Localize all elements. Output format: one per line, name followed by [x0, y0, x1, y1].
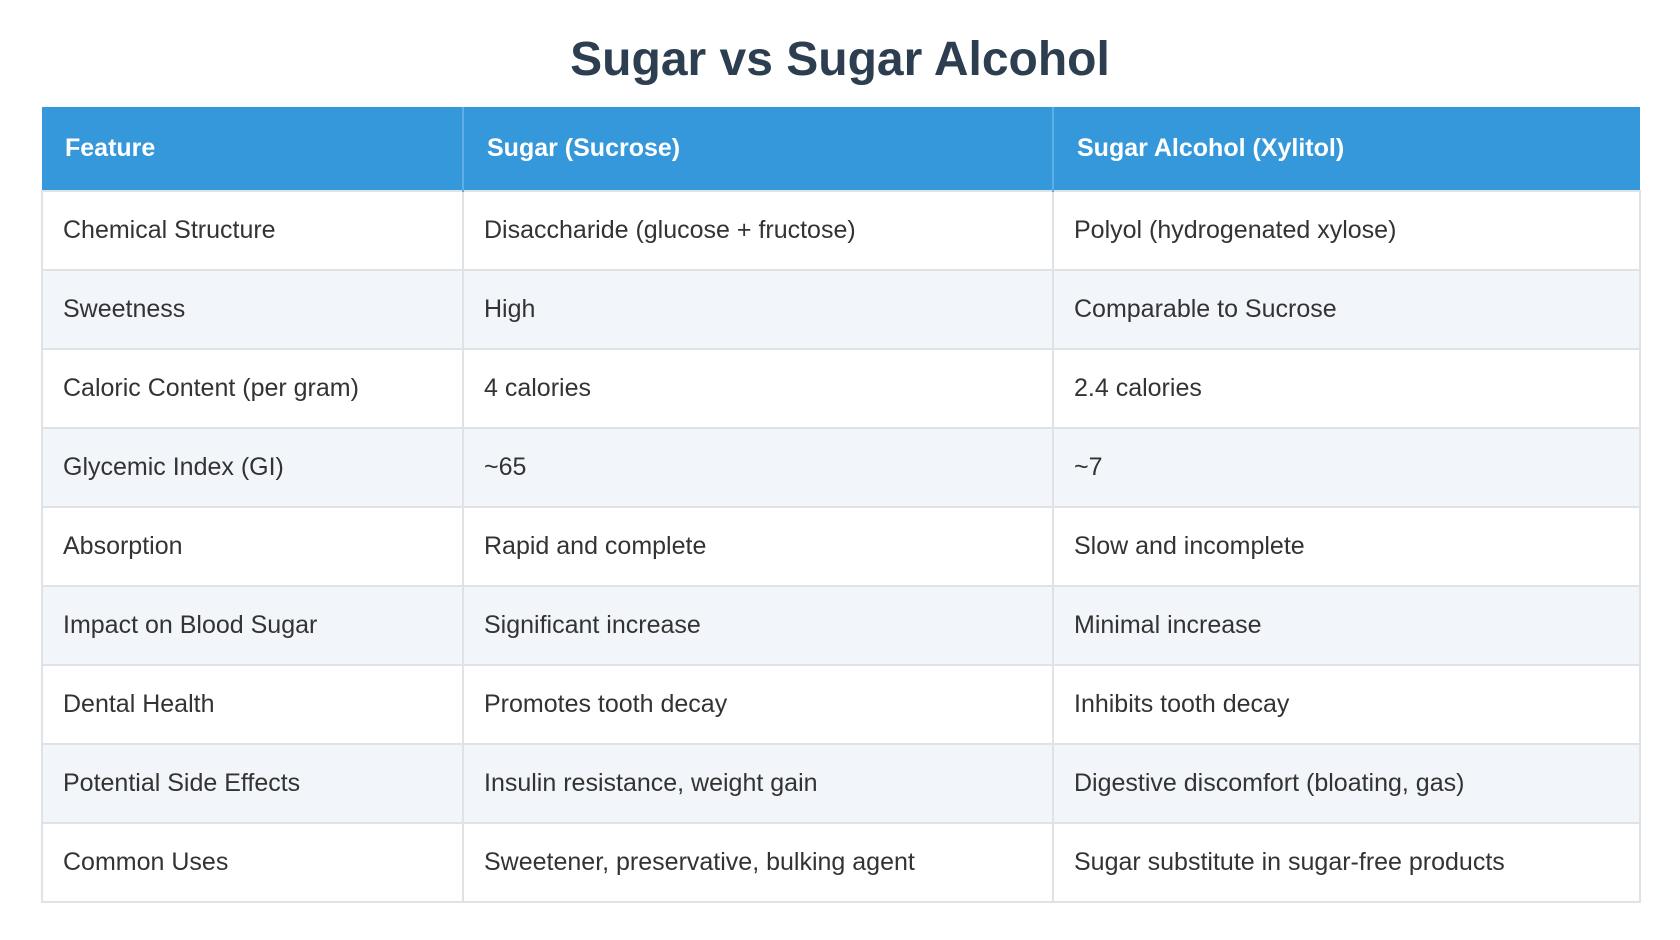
cell-feature: Glycemic Index (GI)	[41, 427, 464, 508]
cell-feature: Caloric Content (per gram)	[41, 348, 464, 429]
cell-sugar: Rapid and complete	[462, 506, 1054, 587]
cell-sugar: Promotes tooth decay	[462, 664, 1054, 745]
cell-sugar: Disaccharide (glucose + fructose)	[462, 190, 1054, 271]
header-sugar: Sugar (Sucrose)	[463, 107, 1054, 191]
cell-sugar-alcohol: Polyol (hydrogenated xylose)	[1052, 190, 1641, 271]
table-body: Chemical Structure Disaccharide (glucose…	[41, 190, 1641, 903]
table-row: Common Uses Sweetener, preservative, bul…	[41, 822, 1641, 903]
cell-feature: Sweetness	[41, 269, 464, 350]
cell-sugar-alcohol: Inhibits tooth decay	[1052, 664, 1641, 745]
cell-sugar: Insulin resistance, weight gain	[462, 743, 1054, 824]
cell-sugar: Significant increase	[462, 585, 1054, 666]
table-row: Absorption Rapid and complete Slow and i…	[41, 506, 1641, 587]
table-row: Caloric Content (per gram) 4 calories 2.…	[41, 348, 1641, 429]
cell-feature: Dental Health	[41, 664, 464, 745]
cell-sugar: 4 calories	[462, 348, 1054, 429]
cell-feature: Common Uses	[41, 822, 464, 903]
cell-sugar-alcohol: 2.4 calories	[1052, 348, 1641, 429]
table-row: Chemical Structure Disaccharide (glucose…	[41, 190, 1641, 271]
comparison-table: Feature Sugar (Sucrose) Sugar Alcohol (X…	[41, 107, 1641, 903]
cell-sugar: High	[462, 269, 1054, 350]
cell-sugar-alcohol: Digestive discomfort (bloating, gas)	[1052, 743, 1641, 824]
page-title: Sugar vs Sugar Alcohol	[570, 33, 1110, 86]
cell-sugar-alcohol: Comparable to Sucrose	[1052, 269, 1641, 350]
cell-sugar-alcohol: Minimal increase	[1052, 585, 1641, 666]
cell-sugar-alcohol: Slow and incomplete	[1052, 506, 1641, 587]
header-row: Feature Sugar (Sucrose) Sugar Alcohol (X…	[42, 107, 1640, 191]
cell-feature: Impact on Blood Sugar	[41, 585, 464, 666]
cell-feature: Potential Side Effects	[41, 743, 464, 824]
cell-sugar: Sweetener, preservative, bulking agent	[462, 822, 1054, 903]
cell-feature: Absorption	[41, 506, 464, 587]
table-row: Sweetness High Comparable to Sucrose	[41, 269, 1641, 350]
cell-feature: Chemical Structure	[41, 190, 464, 271]
table-row: Impact on Blood Sugar Significant increa…	[41, 585, 1641, 666]
cell-sugar-alcohol: Sugar substitute in sugar-free products	[1052, 822, 1641, 903]
cell-sugar-alcohol: ~7	[1052, 427, 1641, 508]
table-row: Dental Health Promotes tooth decay Inhib…	[41, 664, 1641, 745]
header-sugar-alcohol: Sugar Alcohol (Xylitol)	[1053, 107, 1640, 191]
table-row: Potential Side Effects Insulin resistanc…	[41, 743, 1641, 824]
table-row: Glycemic Index (GI) ~65 ~7	[41, 427, 1641, 508]
cell-sugar: ~65	[462, 427, 1054, 508]
header-feature: Feature	[42, 107, 464, 191]
table-header: Feature Sugar (Sucrose) Sugar Alcohol (X…	[42, 107, 1640, 191]
